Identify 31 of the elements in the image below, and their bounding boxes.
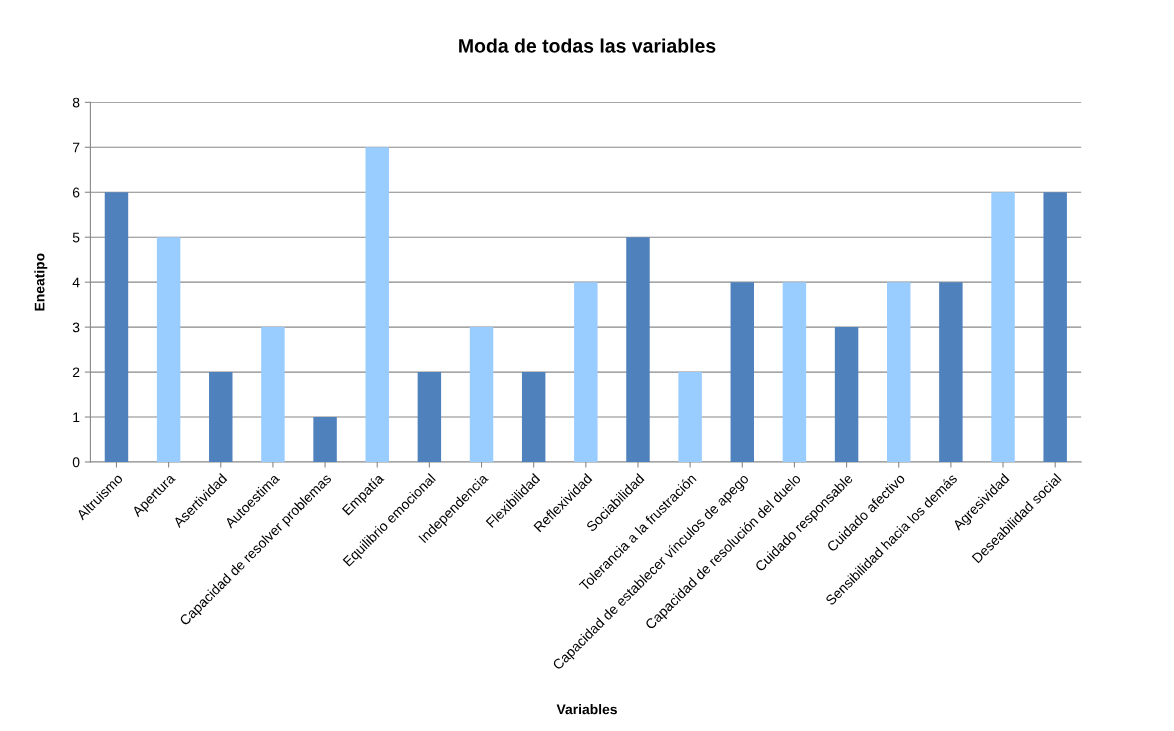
bar	[886, 282, 911, 462]
bar	[991, 192, 1015, 462]
bar	[678, 372, 702, 462]
y-tick-label: 6	[72, 187, 80, 198]
bar	[469, 327, 494, 462]
bar	[1043, 192, 1067, 462]
bar	[209, 372, 233, 462]
bar	[626, 237, 650, 462]
y-axis-title: Eneatipo	[34, 253, 48, 311]
x-axis-title: Variables	[556, 704, 617, 715]
y-tick-label: 8	[72, 97, 80, 108]
bar	[313, 417, 337, 462]
y-tick-label: 4	[72, 277, 80, 288]
bar	[261, 327, 285, 462]
y-tick-label: 5	[72, 232, 80, 243]
y-tick-label: 7	[72, 142, 80, 153]
bar	[939, 282, 963, 462]
bar	[730, 282, 755, 462]
bar	[156, 237, 181, 462]
y-tick-label: 0	[72, 457, 80, 468]
bar	[417, 372, 442, 462]
bar	[104, 192, 129, 462]
bar	[834, 327, 859, 462]
bar	[521, 372, 546, 462]
chart-title: Moda de todas las variables	[459, 38, 716, 53]
y-tick-label: 3	[72, 322, 80, 333]
bar	[365, 147, 389, 462]
y-tick-label: 1	[73, 412, 80, 423]
bar	[782, 282, 807, 462]
y-tick-label: 2	[72, 367, 80, 378]
bar	[574, 282, 598, 462]
